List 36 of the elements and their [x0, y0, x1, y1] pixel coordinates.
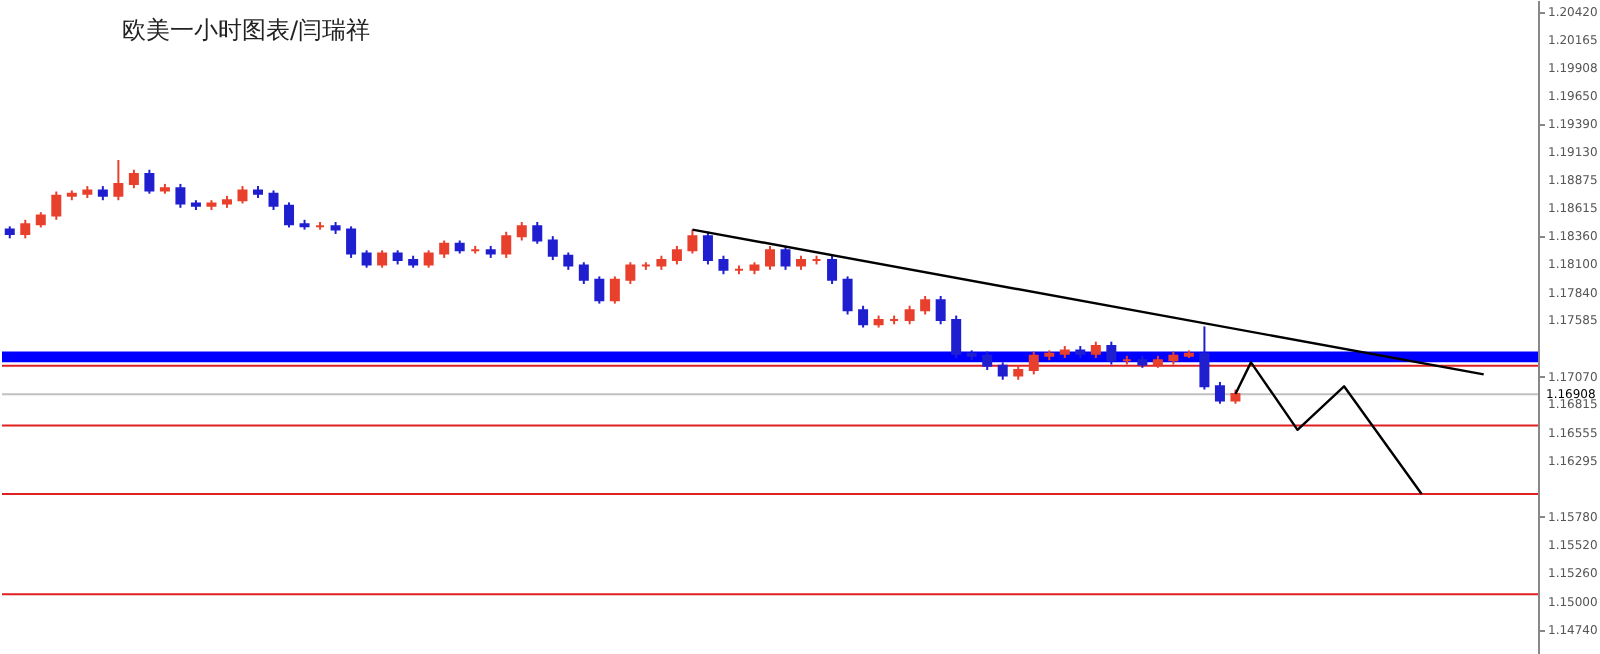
candlestick	[687, 228, 698, 255]
candlestick	[578, 261, 589, 286]
candlestick	[51, 190, 62, 221]
candlestick	[1028, 350, 1039, 376]
candlestick	[842, 275, 853, 316]
candlestick	[284, 201, 295, 229]
candlestick	[951, 314, 962, 360]
candlestick	[1214, 380, 1225, 405]
candlestick	[935, 294, 946, 326]
candlestick	[20, 218, 31, 240]
candlestick	[113, 158, 124, 202]
candlestick	[827, 254, 838, 286]
candlestick	[594, 275, 605, 305]
candlestick	[501, 230, 512, 259]
candlestick	[268, 189, 279, 212]
candlestick	[702, 230, 713, 266]
candlestick	[920, 294, 931, 316]
candlestick	[609, 275, 620, 305]
candlestick	[175, 182, 186, 209]
candlestick	[144, 168, 155, 195]
candlestick	[718, 254, 729, 276]
candlestick	[982, 350, 993, 371]
candlestick	[858, 304, 869, 329]
candlestick	[1199, 325, 1210, 391]
candlestick	[128, 168, 139, 190]
candlestick	[671, 244, 682, 266]
candlestick	[625, 261, 636, 286]
candlestick	[547, 235, 558, 262]
text: 欧美一小时图表/闫瑞祥	[122, 16, 371, 44]
candlestick	[346, 225, 357, 259]
candlestick	[904, 304, 915, 326]
candlestick	[1106, 340, 1117, 366]
candlestick	[780, 244, 791, 271]
candlestick	[516, 220, 527, 242]
candlestick	[765, 244, 775, 271]
candlestick	[532, 220, 543, 245]
